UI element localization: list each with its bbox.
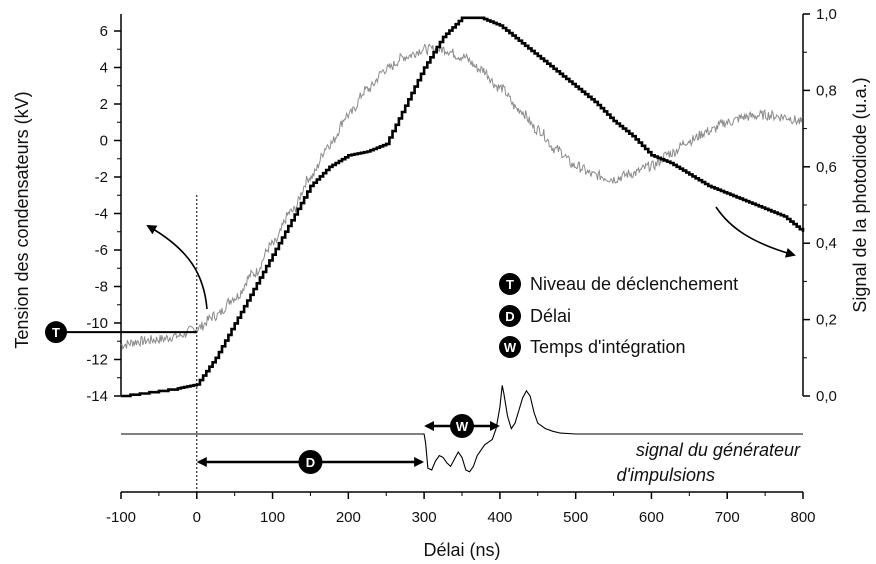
series-layer bbox=[120, 16, 805, 473]
delay-badge-letter: D bbox=[306, 455, 315, 470]
y-axis-right-title: Signal de la photodiode (u.a.) bbox=[850, 77, 870, 312]
y-right-tick-label-0,0: 0,0 bbox=[816, 388, 837, 405]
x-tick-label-600: 600 bbox=[639, 509, 664, 526]
y-left-tick-label-4: 4 bbox=[100, 60, 108, 77]
pulse-label-line1: signal du générateur bbox=[636, 440, 801, 460]
y-right-tick-label-0,4: 0,4 bbox=[816, 235, 837, 252]
annotation-layer: T D W bbox=[45, 195, 796, 492]
y-right-tick-label-0,6: 0,6 bbox=[816, 159, 837, 176]
y-left-tick-label-6: 6 bbox=[100, 23, 108, 40]
y-left-tick-label-2: 2 bbox=[100, 96, 108, 113]
y-axis-left-title: Tension des condensateurs (kV) bbox=[12, 91, 32, 348]
y-left-tick-label--12: -12 bbox=[86, 352, 108, 369]
x-tick-label-500: 500 bbox=[563, 509, 588, 526]
x-tick-label--100: -100 bbox=[106, 509, 136, 526]
x-tick-label-700: 700 bbox=[715, 509, 740, 526]
left-axis-arrow bbox=[146, 225, 208, 310]
trigger-badge bbox=[45, 321, 67, 344]
x-tick-label-200: 200 bbox=[336, 509, 361, 526]
right-axis-arrow bbox=[715, 206, 796, 258]
legend-label-window: Temps d'intégration bbox=[530, 337, 686, 357]
x-tick-label-0: 0 bbox=[193, 509, 201, 526]
legend-label-trigger: Niveau de déclenchement bbox=[530, 274, 738, 294]
x-tick-label-800: 800 bbox=[790, 509, 815, 526]
x-tick-label-400: 400 bbox=[487, 509, 512, 526]
y-left-tick-label--2: -2 bbox=[95, 169, 108, 186]
delay-badge bbox=[298, 450, 323, 474]
tick-layer: -100 0 100 200 300 400 500 600 700 800 -14 -12 -10 -8… bbox=[86, 6, 837, 526]
legend: T Niveau de déclenchement D Délai W Temp… bbox=[499, 273, 738, 358]
legend-badge-d bbox=[499, 305, 521, 327]
y-left-tick-label-0: 0 bbox=[100, 133, 108, 150]
y-left-tick-label--14: -14 bbox=[86, 388, 108, 405]
x-tick-label-100: 100 bbox=[260, 509, 285, 526]
y-right-tick-label-0,8: 0,8 bbox=[816, 82, 837, 99]
x-axis-title: Délai (ns) bbox=[423, 540, 500, 560]
legend-badge-w bbox=[499, 336, 521, 358]
series-photodiode-line bbox=[121, 16, 805, 398]
y-left-tick-label--10: -10 bbox=[86, 315, 108, 332]
legend-badge-t-letter: T bbox=[506, 277, 514, 292]
window-badge bbox=[450, 414, 474, 438]
y-right-tick-label-1,0: 1,0 bbox=[816, 6, 837, 23]
legend-badge-w-letter: W bbox=[504, 340, 517, 355]
trigger-badge-letter: T bbox=[52, 325, 60, 340]
y-right-tick-label-0,2: 0,2 bbox=[816, 312, 837, 329]
series-voltage-line bbox=[120, 43, 803, 351]
legend-badge-d-letter: D bbox=[505, 309, 514, 324]
legend-label-delay: Délai bbox=[530, 306, 571, 326]
pulse-label-line2: d'impulsions bbox=[617, 465, 715, 485]
window-badge-letter: W bbox=[456, 419, 469, 434]
y-left-tick-label--6: -6 bbox=[95, 242, 108, 259]
x-tick-label-300: 300 bbox=[412, 509, 437, 526]
legend-badge-t bbox=[499, 273, 521, 295]
y-left-tick-label--8: -8 bbox=[95, 279, 108, 296]
y-left-tick-label--4: -4 bbox=[95, 206, 108, 223]
